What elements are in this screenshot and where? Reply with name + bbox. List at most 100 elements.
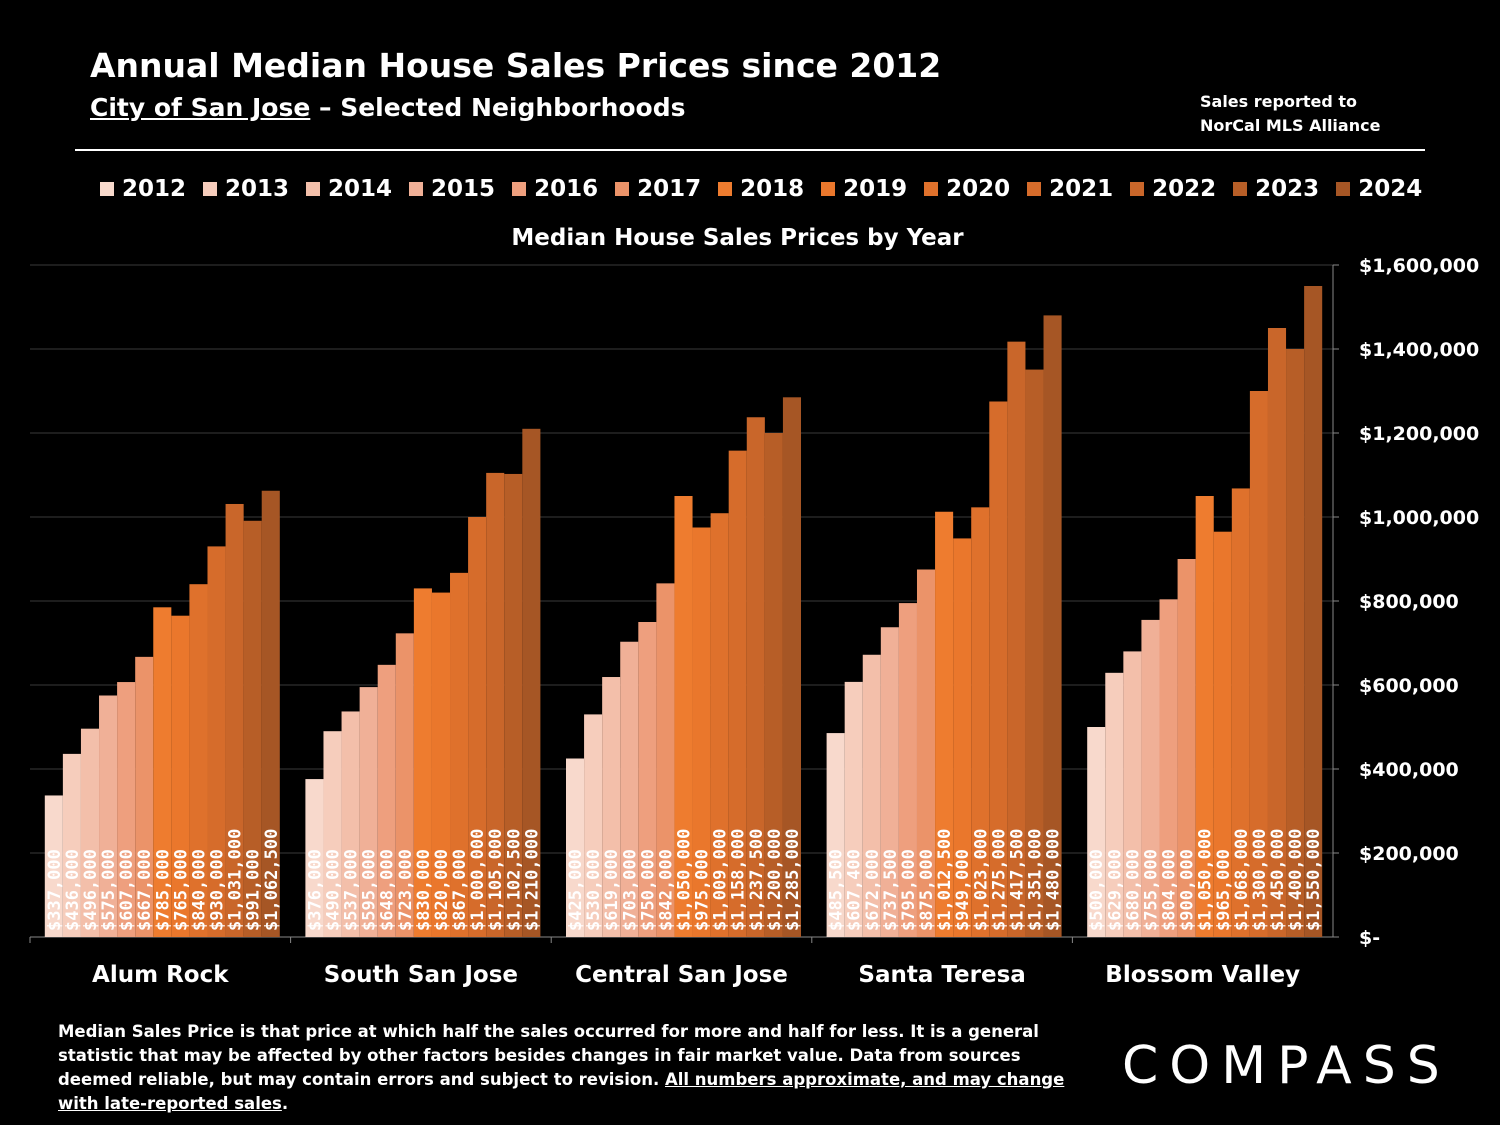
legend-swatch <box>1233 182 1248 196</box>
bar-2014 <box>862 654 881 937</box>
bar-2020 <box>189 584 208 937</box>
data-label: $680,000 <box>1123 849 1143 931</box>
bar-2017 <box>135 656 154 937</box>
legend-item-2016: 2016 <box>512 176 598 202</box>
bar-2014 <box>602 677 621 937</box>
legend-label: 2015 <box>431 176 496 202</box>
bar-2024 <box>261 490 280 937</box>
bar-2019 <box>431 592 451 937</box>
source-line-1: Sales reported to <box>1200 92 1357 111</box>
bar-2017 <box>916 569 936 937</box>
data-label: $537,000 <box>342 849 362 931</box>
data-label: $1,300,000 <box>1250 829 1270 931</box>
legend-item-2019: 2019 <box>821 176 907 202</box>
bar-2015 <box>1141 619 1160 937</box>
bar-2014 <box>80 728 100 937</box>
bar-2021 <box>989 401 1008 937</box>
legend-swatch <box>718 182 733 196</box>
legend-swatch <box>306 182 321 196</box>
y-tick-label: $1,400,000 <box>1359 339 1479 361</box>
data-label: $1,480,000 <box>1044 829 1064 931</box>
bar-2019 <box>171 615 190 937</box>
y-tick-label: $800,000 <box>1359 591 1459 613</box>
legend-item-2015: 2015 <box>409 176 495 202</box>
data-label: $737,500 <box>881 849 901 931</box>
bar-2015 <box>620 641 639 937</box>
legend-swatch <box>1027 182 1042 196</box>
bar-2013 <box>844 681 863 937</box>
data-label: $1,062,500 <box>262 829 282 931</box>
bar-2015 <box>359 687 378 937</box>
data-label: $991,000 <box>244 849 264 931</box>
data-label: $1,102,500 <box>504 829 524 931</box>
bar-2023 <box>504 473 523 937</box>
subtitle-city-link[interactable]: City of San Jose <box>90 93 311 122</box>
data-label: $867,000 <box>450 849 470 931</box>
data-label: $765,000 <box>171 849 191 931</box>
data-label: $1,009,000 <box>711 829 731 931</box>
legend-swatch <box>512 182 527 196</box>
bar-2019 <box>953 538 972 937</box>
x-category-label: South San Jose <box>324 962 518 988</box>
bar-2020 <box>450 572 469 937</box>
bar-2018 <box>1195 496 1214 937</box>
bar-2016 <box>638 622 657 937</box>
data-label: $667,000 <box>135 849 155 931</box>
data-label: $1,237,500 <box>747 829 767 931</box>
data-label: $500,000 <box>1087 849 1107 931</box>
chart-title: Median House Sales Prices by Year <box>511 225 964 251</box>
bar-2021 <box>207 546 226 937</box>
data-label: $750,000 <box>638 849 658 931</box>
legend-swatch <box>1336 182 1351 196</box>
chart-legend: 2012 2013 2014 2015 2016 2017 2018 2019 2020 2021… <box>100 174 1439 204</box>
bar-2013 <box>323 731 342 937</box>
data-label: $1,068,000 <box>1232 829 1252 931</box>
data-label: $619,000 <box>602 849 622 931</box>
bar-2021 <box>728 450 747 937</box>
bar-2024 <box>1304 286 1323 937</box>
y-tick-label: $200,000 <box>1359 843 1459 865</box>
data-label: $1,275,000 <box>989 829 1009 931</box>
legend-item-2014: 2014 <box>306 176 392 202</box>
bar-2020 <box>971 507 990 937</box>
bar-2019 <box>692 527 711 937</box>
x-category-label: Santa Teresa <box>858 962 1025 988</box>
source-line-2: NorCal MLS Alliance <box>1200 116 1381 135</box>
bar-2016 <box>117 682 136 937</box>
legend-item-2020: 2020 <box>924 176 1010 202</box>
data-label: $496,000 <box>81 849 101 931</box>
data-label: $485,500 <box>827 849 847 931</box>
data-label: $595,000 <box>360 849 380 931</box>
bar-2023 <box>764 433 783 937</box>
bar-2012 <box>566 758 585 937</box>
bar-2012 <box>305 779 324 937</box>
data-label: $830,000 <box>414 849 434 931</box>
legend-item-2023: 2023 <box>1233 176 1319 202</box>
data-label: $376,000 <box>305 849 325 931</box>
data-label: $1,158,000 <box>729 829 749 931</box>
data-label: $607,000 <box>117 849 137 931</box>
footnote: Median Sales Price is that price at whic… <box>58 1020 1068 1116</box>
data-label: $1,450,000 <box>1268 829 1288 931</box>
x-category-label: Alum Rock <box>92 962 229 988</box>
compass-logo: COMPASS <box>1122 1036 1451 1096</box>
legend-item-2024: 2024 <box>1336 176 1422 202</box>
legend-label: 2014 <box>328 176 393 202</box>
data-label: $607,400 <box>845 849 865 931</box>
bar-2018 <box>153 607 172 937</box>
data-label: $840,000 <box>189 849 209 931</box>
bar-2013 <box>62 753 81 937</box>
bar-2022 <box>1007 341 1026 937</box>
data-label: $1,023,000 <box>971 829 991 931</box>
data-label: $425,000 <box>566 849 586 931</box>
legend-item-2018: 2018 <box>718 176 804 202</box>
data-label: $804,000 <box>1160 849 1180 931</box>
bar-2018 <box>413 588 432 937</box>
data-label: $703,000 <box>620 849 640 931</box>
bar-2021 <box>468 517 487 937</box>
bar-2020 <box>710 513 729 937</box>
y-tick-label: $1,000,000 <box>1359 507 1479 529</box>
data-label: $842,000 <box>656 849 676 931</box>
bar-2012 <box>44 795 63 937</box>
